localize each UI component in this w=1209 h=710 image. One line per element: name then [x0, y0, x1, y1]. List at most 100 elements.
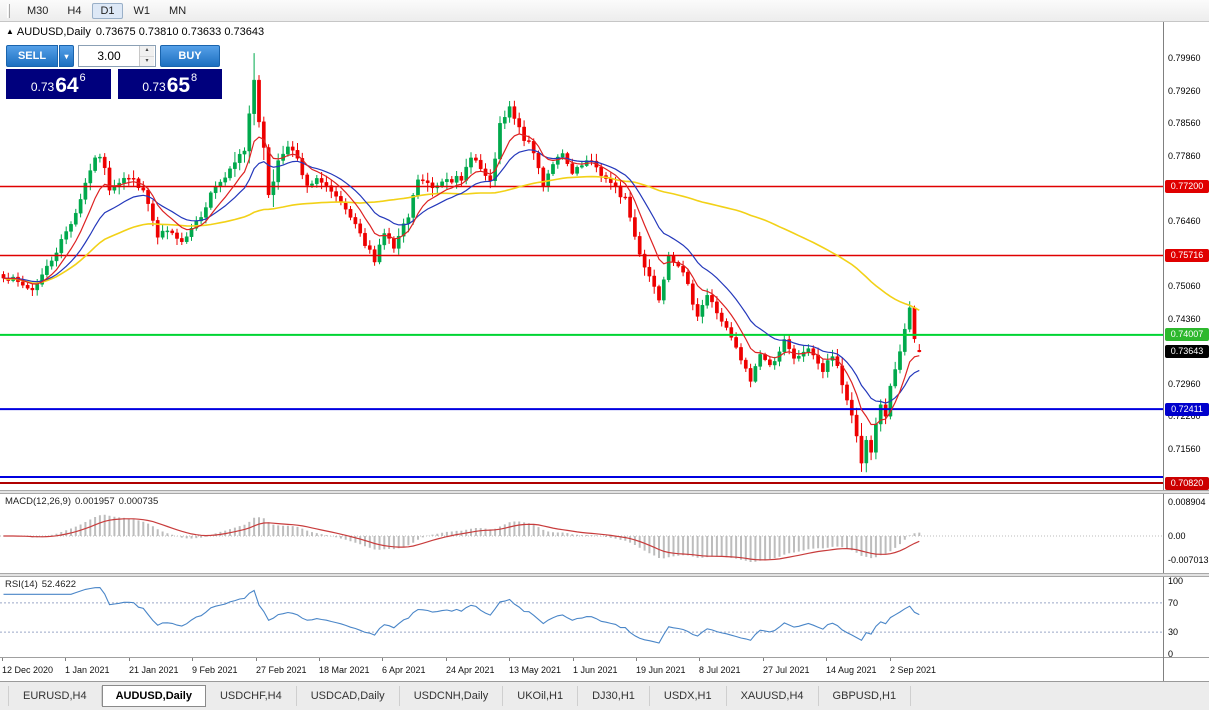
chart-tab-eurusd-h4[interactable]: EURUSD,H4 [8, 686, 102, 706]
price-scale-label: 0.75060 [1168, 281, 1201, 291]
date-axis-label: 19 Jun 2021 [636, 665, 686, 675]
rsi-label: RSI(14) 52.4622 [5, 579, 80, 590]
rsi-panel[interactable]: RSI(14) 52.4622 [0, 577, 1209, 657]
date-axis-label: 2 Sep 2021 [890, 665, 937, 675]
buy-price-big-digits: 65 [166, 74, 191, 97]
macd-label: MACD(12,26,9) 0.001957 0.000735 [5, 496, 162, 507]
date-tick [509, 658, 510, 661]
date-axis-label: 14 Aug 2021 [826, 665, 877, 675]
sell-button[interactable]: SELL [6, 45, 58, 67]
date-tick [573, 658, 574, 661]
panel-divider[interactable] [0, 573, 1209, 577]
timeframe-button-w1[interactable]: W1 [133, 4, 151, 17]
price-level-badge: 0.72411 [1165, 403, 1209, 416]
chart-tab-audusd-daily[interactable]: AUDUSD,Daily [101, 685, 206, 707]
chart-tab-dj30-h1[interactable]: DJ30,H1 [578, 686, 650, 706]
sell-price-pipette: 6 [79, 72, 86, 84]
rsi-name: RSI(14) [5, 579, 38, 590]
timeframe-button-m30[interactable]: M30 [27, 4, 49, 17]
date-tick [192, 658, 193, 661]
volume-field: ▴ ▾ [78, 45, 156, 67]
date-axis-label: 9 Feb 2021 [192, 665, 238, 675]
macd-main-value: 0.001957 [75, 496, 115, 507]
price-chart-panel[interactable]: ▲ AUDUSD,Daily 0.73675 0.73810 0.73633 0.7… [0, 22, 1209, 490]
macd-scale-label: 0.008904 [1168, 497, 1206, 507]
chart-tab-ukoil-h1[interactable]: UKOil,H1 [503, 686, 579, 706]
rsi-value: 52.4622 [41, 579, 77, 590]
price-scale-label: 0.79260 [1168, 86, 1201, 96]
buy-button[interactable]: BUY [160, 45, 220, 67]
rsi-scale-label: 70 [1168, 598, 1179, 608]
date-tick [890, 658, 891, 661]
buy-price-pipette: 8 [191, 72, 198, 84]
date-tick [382, 658, 383, 661]
chevron-down-icon: ▾ [64, 51, 69, 61]
chart-tab-xauusd-h4[interactable]: XAUUSD,H4 [727, 686, 819, 706]
volume-dropdown-button[interactable]: ▾ [59, 45, 74, 67]
rsi-scale-label: 100 [1168, 576, 1184, 586]
rsi-chart [0, 587, 1163, 644]
date-tick [636, 658, 637, 661]
date-tick [446, 658, 447, 661]
buy-price-prefix: 0.73 [142, 80, 166, 94]
volume-stepper: ▴ ▾ [139, 46, 154, 66]
date-tick [2, 658, 3, 661]
price-level-badge: 0.75716 [1165, 249, 1209, 262]
trade-prices-row: 0.73 64 6 0.73 65 8 [6, 69, 222, 99]
date-axis-label: 6 Apr 2021 [382, 665, 426, 675]
date-axis-label: 24 Apr 2021 [446, 665, 495, 675]
date-tick [129, 658, 130, 661]
macd-name: MACD(12,26,9) [5, 496, 71, 507]
chart-title: ▲ AUDUSD,Daily 0.73675 0.73810 0.73633 0.7… [6, 26, 264, 38]
price-scale[interactable]: 0.79960 0.79260 0.78560 0.77860 0.76460 0.750… [1163, 22, 1209, 681]
price-level-badge: 0.73643 [1165, 345, 1209, 358]
price-scale-label: 0.71560 [1168, 444, 1201, 454]
sell-price-prefix: 0.73 [30, 80, 55, 94]
timeframe-button-d1[interactable]: D1 [92, 2, 123, 19]
date-tick [65, 658, 66, 661]
macd-scale-label: -0.007013 [1168, 555, 1209, 565]
volume-input[interactable] [79, 46, 139, 66]
rsi-scale-label: 30 [1168, 627, 1179, 637]
chart-tab-usdcad-daily[interactable]: USDCAD,Daily [297, 686, 400, 706]
price-scale-label: 0.78560 [1168, 118, 1201, 128]
buy-price-display[interactable]: 0.73 65 8 [117, 69, 222, 99]
one-click-trading-panel: SELL ▾ ▴ ▾ BUY 0.73 64 6 0.7 [6, 45, 222, 99]
date-tick [256, 658, 257, 661]
toolbar-drag-handle[interactable] [7, 3, 10, 18]
price-scale-label: 0.72260 [1168, 411, 1201, 421]
chart-tab-gbpusd-h1[interactable]: GBPUSD,H1 [819, 686, 912, 706]
sell-price-big-digits: 64 [55, 74, 79, 97]
date-axis-label: 12 Dec 2020 [2, 665, 54, 675]
date-axis-label: 1 Jun 2021 [573, 665, 618, 675]
chart-ohlc-values: 0.73675 0.73810 0.73633 0.73643 [95, 26, 265, 38]
date-axis-label: 27 Feb 2021 [256, 665, 307, 675]
macd-scale-label: 0.00 [1168, 531, 1186, 541]
chart-tab-usdchf-h4[interactable]: USDCHF,H4 [206, 686, 297, 706]
price-level-badge: 0.70820 [1165, 477, 1209, 490]
chart-tab-usdcnh-daily[interactable]: USDCNH,Daily [400, 686, 504, 706]
sell-price-display[interactable]: 0.73 64 6 [6, 69, 111, 99]
date-axis-label: 13 May 2021 [509, 665, 562, 675]
date-axis-label: 8 Jul 2021 [699, 665, 741, 675]
macd-chart [0, 514, 1163, 562]
chart-symbol-label: AUDUSD,Daily [16, 26, 91, 38]
timeframe-button-mn[interactable]: MN [169, 4, 187, 17]
macd-panel[interactable]: MACD(12,26,9) 0.001957 0.000735 [0, 494, 1209, 573]
timeframe-buttons: M30 H4 D1 W1 MN [19, 2, 194, 19]
date-axis-label: 27 Jul 2021 [763, 665, 810, 675]
price-level-badge: 0.77200 [1165, 180, 1209, 193]
date-axis[interactable]: 12 Dec 2020 1 Jan 2021 21 Jan 2021 9 Feb 20… [0, 657, 1209, 681]
price-scale-label: 0.77860 [1168, 151, 1201, 161]
one-click-collapse-icon[interactable]: ▲ [6, 27, 14, 36]
timeframe-button-h4[interactable]: H4 [67, 4, 82, 17]
date-tick [319, 658, 320, 661]
rsi-scale-label: 0 [1168, 649, 1174, 659]
panel-divider[interactable] [0, 490, 1209, 494]
chart-tab-bar: EURUSD,H4 AUDUSD,Daily USDCHF,H4 USDCAD,Dai… [0, 681, 1209, 710]
volume-increase-button[interactable]: ▴ [140, 46, 154, 57]
chart-tab-usdx-h1[interactable]: USDX,H1 [650, 686, 727, 706]
volume-decrease-button[interactable]: ▾ [140, 56, 154, 66]
candlestick-chart[interactable] [0, 22, 1209, 490]
